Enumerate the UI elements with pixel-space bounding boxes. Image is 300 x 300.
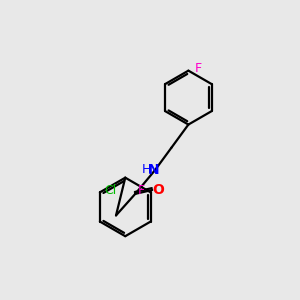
Text: F: F [195,62,202,75]
Text: Cl: Cl [104,184,116,196]
Text: F: F [138,184,145,196]
Text: O: O [152,183,164,197]
Text: H: H [141,164,151,176]
Text: N: N [148,163,160,177]
